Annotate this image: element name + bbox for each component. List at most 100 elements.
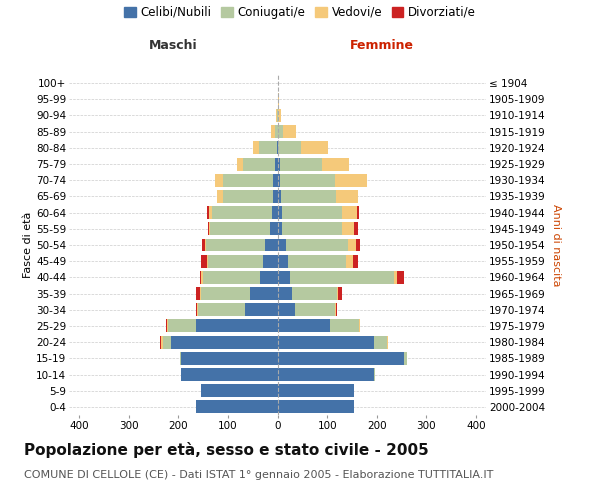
- Bar: [277, 304, 295, 316]
- Bar: [277, 271, 290, 284]
- Bar: [207, 206, 209, 219]
- Bar: [346, 254, 353, 268]
- Bar: [200, 384, 277, 397]
- Bar: [277, 352, 404, 365]
- Bar: [171, 336, 277, 348]
- Bar: [283, 222, 342, 235]
- Bar: [374, 368, 375, 381]
- Bar: [196, 320, 277, 332]
- Bar: [283, 125, 296, 138]
- Bar: [215, 174, 223, 186]
- Bar: [260, 271, 277, 284]
- Y-axis label: Anni di nascita: Anni di nascita: [551, 204, 561, 286]
- Bar: [206, 238, 265, 252]
- Bar: [357, 206, 359, 219]
- Bar: [203, 271, 260, 284]
- Bar: [277, 158, 280, 170]
- Bar: [278, 142, 301, 154]
- Bar: [277, 400, 355, 413]
- Bar: [265, 238, 277, 252]
- Bar: [198, 304, 245, 316]
- Bar: [281, 190, 336, 203]
- Bar: [286, 238, 349, 252]
- Bar: [201, 254, 207, 268]
- Text: Maschi: Maschi: [149, 40, 197, 52]
- Bar: [196, 287, 200, 300]
- Bar: [181, 368, 277, 381]
- Bar: [277, 320, 329, 332]
- Bar: [277, 336, 374, 348]
- Bar: [277, 93, 278, 106]
- Bar: [161, 336, 163, 348]
- Bar: [280, 158, 322, 170]
- Bar: [277, 142, 278, 154]
- Bar: [272, 206, 277, 219]
- Bar: [277, 206, 283, 219]
- Bar: [353, 254, 358, 268]
- Bar: [356, 238, 360, 252]
- Bar: [212, 206, 272, 219]
- Bar: [355, 222, 358, 235]
- Bar: [207, 254, 208, 268]
- Legend: Celibi/Nubili, Coniugati/e, Vedovi/e, Divorziati/e: Celibi/Nubili, Coniugati/e, Vedovi/e, Di…: [124, 6, 476, 19]
- Bar: [278, 93, 280, 106]
- Bar: [277, 125, 283, 138]
- Bar: [271, 125, 275, 138]
- Bar: [163, 336, 171, 348]
- Bar: [359, 320, 361, 332]
- Bar: [181, 352, 277, 365]
- Bar: [277, 174, 280, 186]
- Bar: [349, 238, 356, 252]
- Bar: [290, 271, 394, 284]
- Bar: [196, 400, 277, 413]
- Bar: [335, 174, 367, 186]
- Bar: [280, 174, 335, 186]
- Text: Popolazione per età, sesso e stato civile - 2005: Popolazione per età, sesso e stato civil…: [24, 442, 429, 458]
- Bar: [237, 158, 243, 170]
- Bar: [277, 254, 289, 268]
- Bar: [277, 109, 278, 122]
- Bar: [200, 287, 250, 300]
- Bar: [277, 222, 283, 235]
- Bar: [322, 158, 349, 170]
- Bar: [277, 287, 292, 300]
- Bar: [275, 158, 277, 170]
- Bar: [217, 190, 223, 203]
- Bar: [387, 336, 388, 348]
- Bar: [250, 287, 277, 300]
- Bar: [275, 125, 277, 138]
- Bar: [289, 254, 346, 268]
- Text: COMUNE DI CELLOLE (CE) - Dati ISTAT 1° gennaio 2005 - Elaborazione TUTTITALIA.IT: COMUNE DI CELLOLE (CE) - Dati ISTAT 1° g…: [24, 470, 493, 480]
- Bar: [253, 142, 259, 154]
- Bar: [209, 206, 212, 219]
- Bar: [200, 271, 203, 284]
- Bar: [167, 320, 168, 332]
- Bar: [166, 320, 167, 332]
- Bar: [277, 368, 374, 381]
- Bar: [160, 336, 161, 348]
- Bar: [342, 222, 355, 235]
- Bar: [180, 352, 181, 365]
- Bar: [374, 336, 387, 348]
- Bar: [205, 238, 206, 252]
- Y-axis label: Fasce di età: Fasce di età: [23, 212, 33, 278]
- Bar: [272, 174, 277, 186]
- Bar: [277, 384, 355, 397]
- Bar: [209, 222, 211, 235]
- Bar: [263, 254, 277, 268]
- Bar: [270, 222, 277, 235]
- Bar: [259, 142, 277, 154]
- Bar: [278, 109, 281, 122]
- Bar: [168, 320, 196, 332]
- Bar: [342, 206, 357, 219]
- Bar: [336, 190, 358, 203]
- Bar: [295, 304, 335, 316]
- Bar: [202, 238, 205, 252]
- Bar: [404, 352, 407, 365]
- Bar: [223, 190, 272, 203]
- Bar: [208, 222, 209, 235]
- Text: Femmine: Femmine: [350, 40, 414, 52]
- Bar: [223, 174, 272, 186]
- Bar: [272, 190, 277, 203]
- Bar: [277, 238, 286, 252]
